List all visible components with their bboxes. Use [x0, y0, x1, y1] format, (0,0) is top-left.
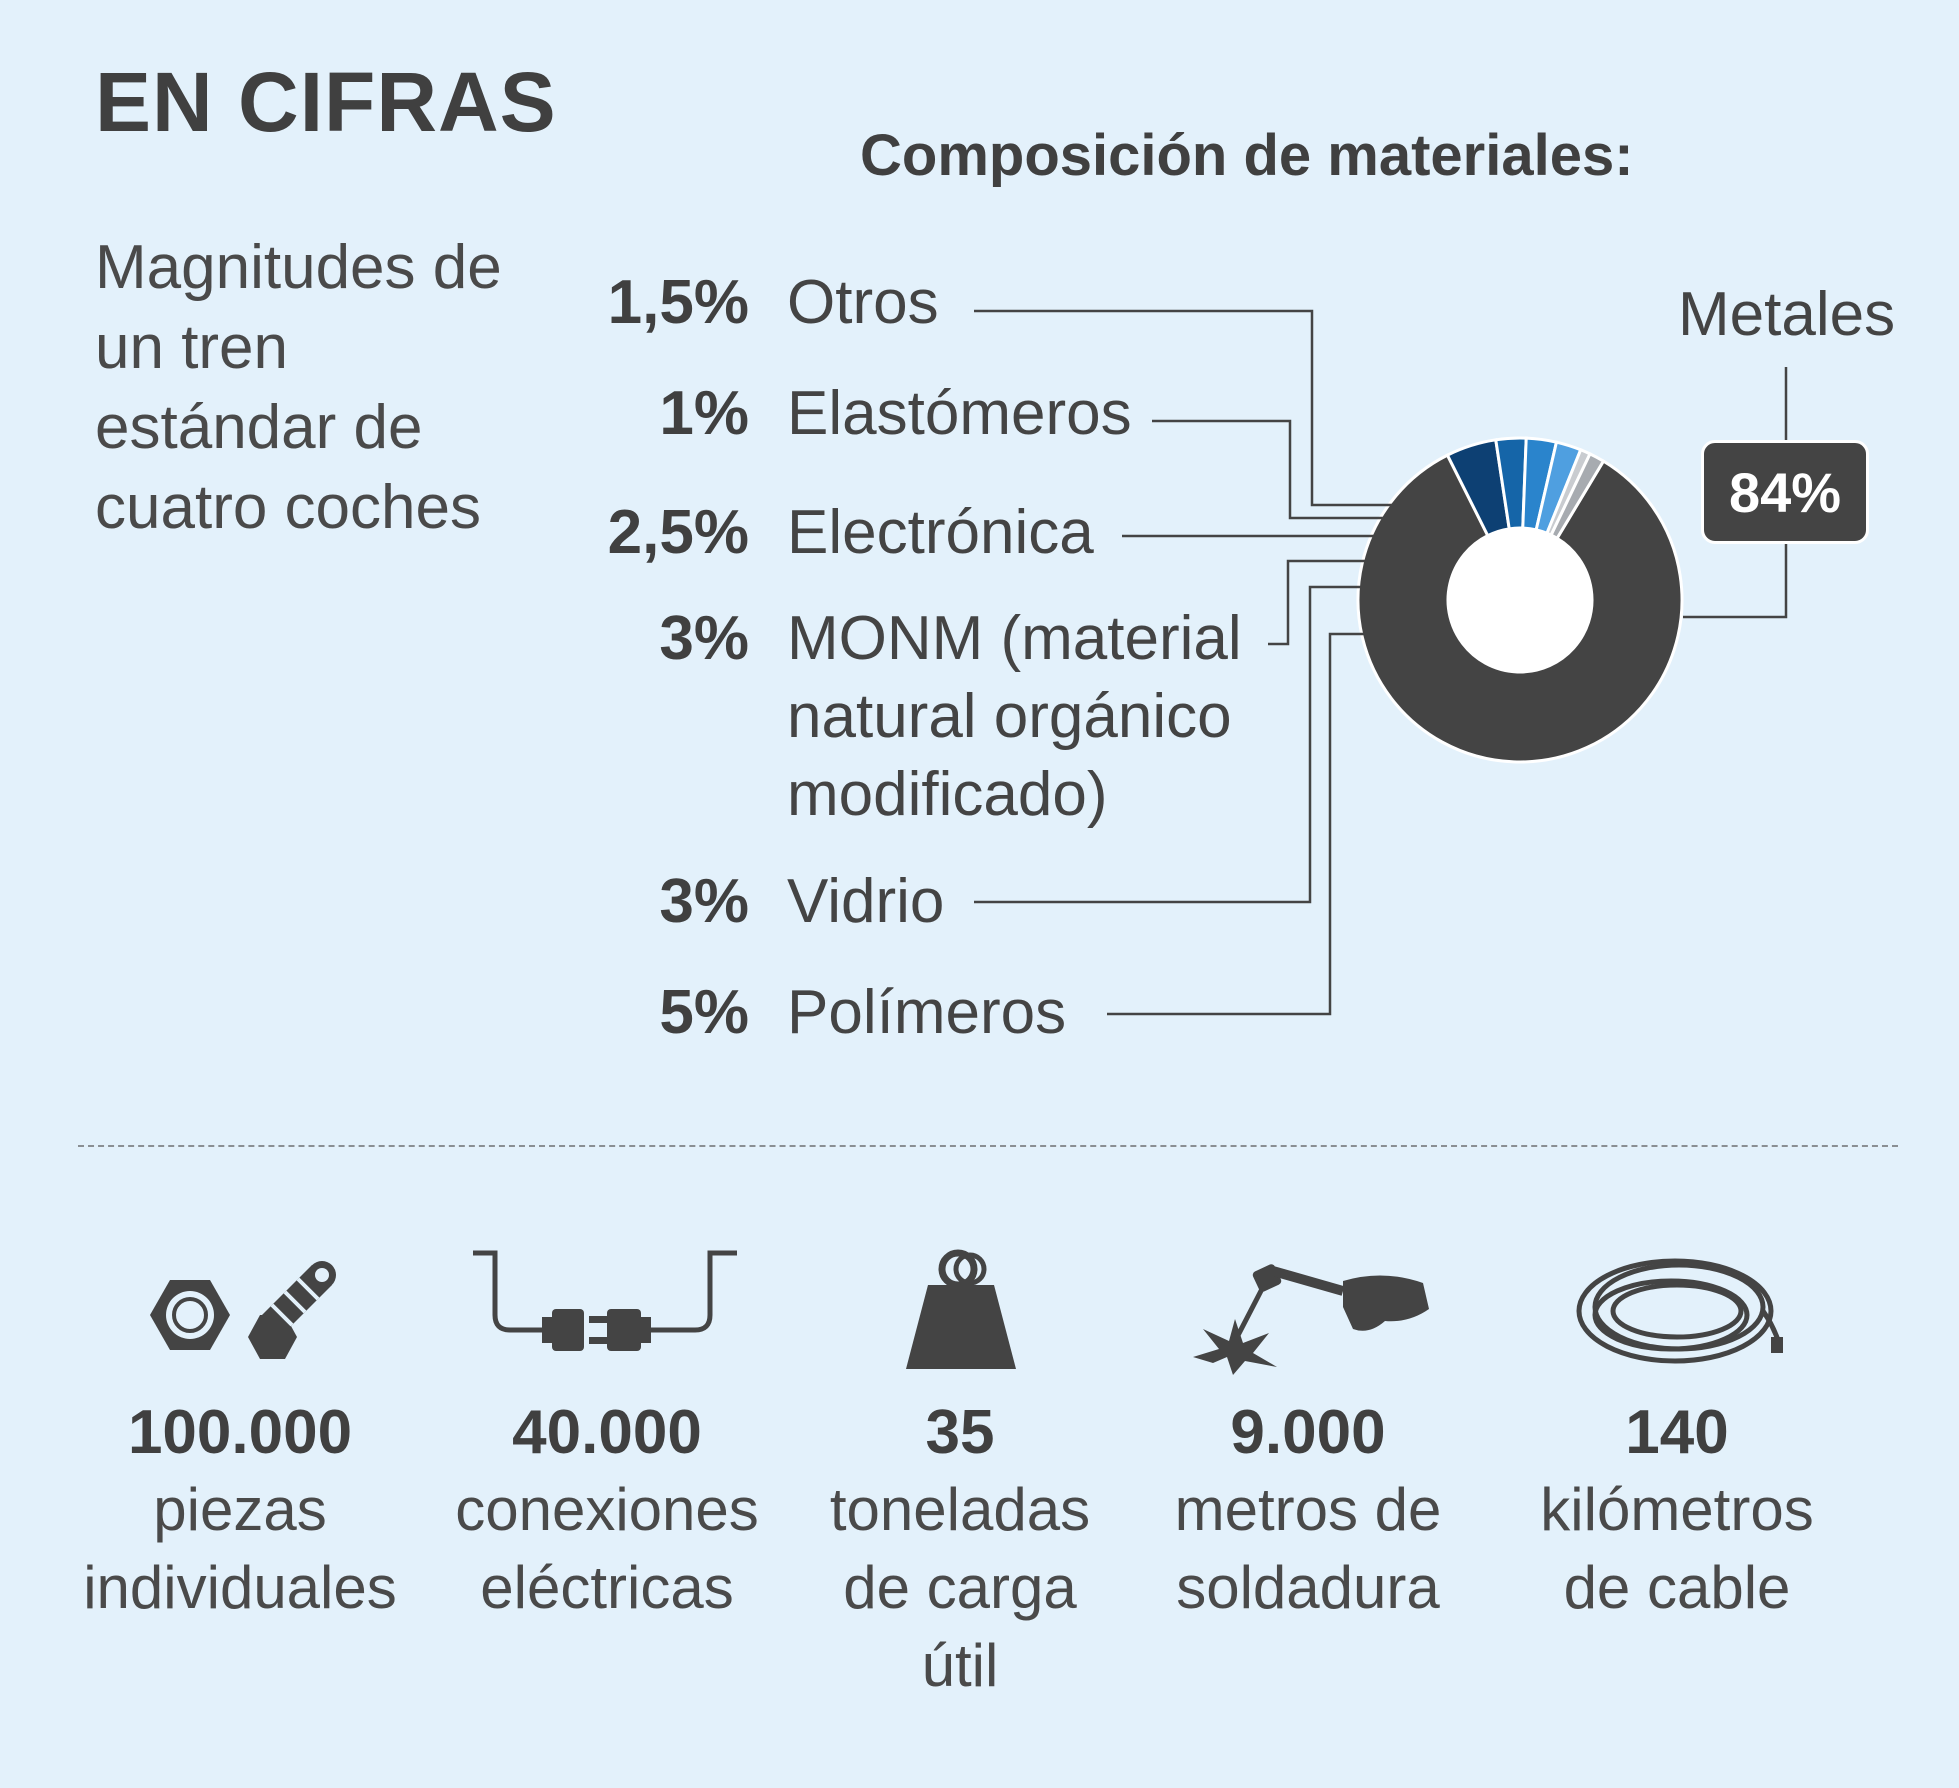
page-title: EN CIFRAS [95, 55, 557, 149]
label-vidrio: 3% Vidrio [659, 863, 945, 941]
label-elastomeros-name: Elastómeros [787, 379, 1132, 448]
fact-pieces-text: piezas individuales [83, 1476, 397, 1621]
fact-cable: 140 kilómetros de cable [1507, 1245, 1847, 1627]
fact-welding-number: 9.000 [1230, 1398, 1386, 1467]
label-electronica-name: Electrónica [787, 498, 1094, 567]
leader-line-vidrio [974, 585, 1362, 904]
label-elastomeros-percent: 1% [659, 379, 749, 448]
leader-line-otros [974, 309, 1395, 507]
label-otros-percent: 1,5% [607, 268, 749, 337]
leader-line-monm [1268, 559, 1368, 646]
fact-payload-number: 35 [925, 1398, 995, 1467]
weight-icon [906, 1249, 1016, 1369]
nut-bolt-icon [150, 1261, 336, 1359]
fact-welding-text: metros de soldadura [1174, 1476, 1442, 1621]
fact-pieces: 100.000 piezas individuales [70, 1245, 410, 1627]
label-metales-percent: 84% [1701, 440, 1869, 544]
label-monm-percent: 3% [659, 604, 749, 673]
welding-torch-icon [1193, 1264, 1429, 1375]
label-vidrio-percent: 3% [659, 867, 749, 936]
leader-line-polimeros [1107, 632, 1366, 1016]
leader-line-elastomeros [1152, 419, 1391, 520]
label-polimeros-percent: 5% [659, 978, 749, 1047]
chart-title: Composición de materiales: [860, 123, 1634, 188]
fact-cable-number: 140 [1625, 1398, 1729, 1467]
page-subtitle: Magnitudes de un tren estándar de cuatro… [95, 233, 502, 542]
cable-coil-icon [1576, 1258, 1783, 1364]
fact-pieces-number: 100.000 [127, 1398, 353, 1467]
label-otros-name: Otros [787, 268, 939, 337]
fact-payload: 35 toneladas de carga útil [790, 1245, 1130, 1705]
label-otros: 1,5% Otros [608, 264, 939, 342]
label-polimeros: 5% Polímeros [659, 974, 1067, 1052]
fact-connections: 40.000 conexiones eléctricas [437, 1245, 777, 1627]
fact-connections-text: conexiones eléctricas [455, 1476, 759, 1621]
leader-line-metales-lower [1683, 544, 1788, 619]
label-elastomeros: 1% Elastómeros [659, 375, 1132, 453]
donut-hole [1448, 528, 1592, 672]
material-composition-chart [974, 309, 1788, 1016]
label-electronica: 2,5% Electrónica [608, 494, 1094, 572]
label-metales-name: Metales [1678, 280, 1896, 349]
label-monm-name: MONM (material natural orgánico modifica… [787, 604, 1242, 829]
label-electronica-percent: 2,5% [607, 498, 749, 567]
label-polimeros-name: Polímeros [787, 978, 1067, 1047]
label-monm: 3% MONM (material natural orgánico modif… [659, 600, 1257, 834]
section-divider [78, 1145, 1898, 1147]
fact-connections-number: 40.000 [512, 1398, 702, 1467]
fact-payload-text: toneladas de carga útil [829, 1476, 1091, 1699]
fact-welding: 9.000 metros de soldadura [1138, 1245, 1478, 1627]
fact-cable-text: kilómetros de cable [1540, 1476, 1814, 1621]
electrical-plug-icon [473, 1250, 737, 1351]
label-vidrio-name: Vidrio [787, 867, 945, 936]
